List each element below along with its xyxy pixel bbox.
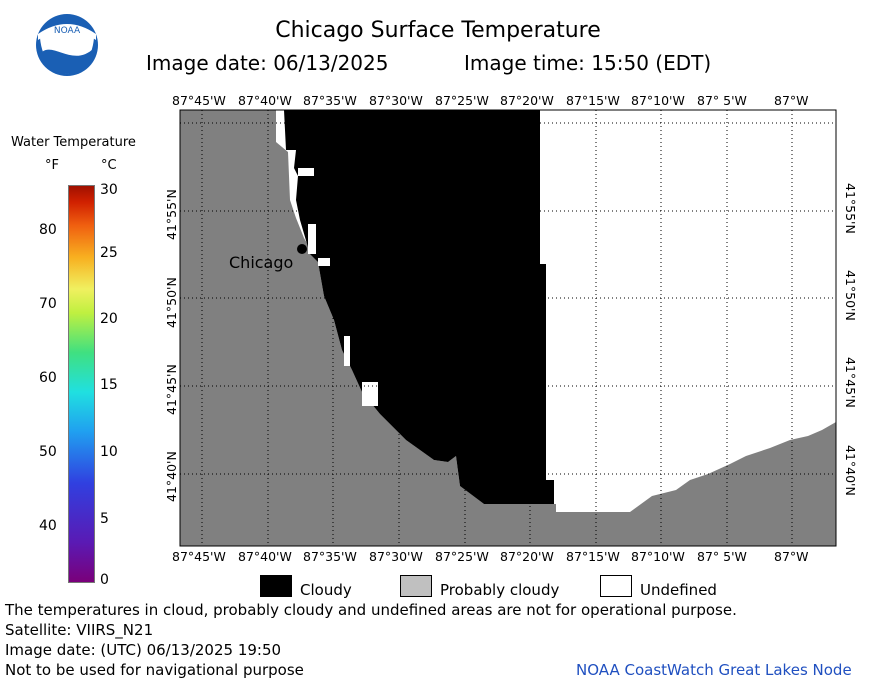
colorbar-tick-c: 20: [100, 311, 118, 327]
legend-label-cloudy: Cloudy: [300, 581, 352, 599]
satellite-text: Satellite: VIIRS_N21: [5, 621, 154, 639]
city-label: Chicago: [229, 253, 294, 272]
colorbar-tick-c: 30: [100, 182, 118, 198]
legend-label-undefined: Undefined: [640, 581, 717, 599]
lon-label-bottom: 87°25'W: [435, 549, 489, 564]
lat-label-left: 41°55'N: [164, 189, 179, 240]
logo-text: NOAA: [54, 26, 81, 36]
lon-label-bottom: 87° 5'W: [697, 549, 747, 564]
lon-label-top: 87°40'W: [238, 93, 292, 108]
undefined-gap: [308, 224, 316, 254]
colorbar-tick-c: 15: [100, 377, 118, 393]
colorbar-title: Water Temperature: [11, 135, 136, 150]
undefined-gap: [362, 382, 378, 406]
cloud-area: [284, 110, 554, 504]
colorbar-tick-c: 10: [100, 444, 118, 460]
lon-label-bottom: 87°45'W: [172, 549, 226, 564]
colorbar-tick-c: 25: [100, 245, 118, 261]
lon-label-top: 87°10'W: [631, 93, 685, 108]
legend-swatch-undefined: [600, 575, 632, 597]
utc-date-text: Image date: (UTC) 06/13/2025 19:50: [5, 641, 282, 659]
lat-label-left: 41°50'N: [164, 277, 179, 328]
disclaimer-text: The temperatures in cloud, probably clou…: [5, 601, 737, 619]
undefined-gap: [318, 258, 330, 266]
lon-label-top: 87°W: [774, 93, 809, 108]
lat-label-right: 41°55'N: [843, 183, 858, 234]
legend-swatch-cloudy: [260, 575, 292, 597]
map-frame: [179, 109, 837, 547]
lon-label-top: 87°35'W: [303, 93, 357, 108]
lon-label-bottom: 87°15'W: [566, 549, 620, 564]
temperature-colorbar: [68, 185, 95, 583]
lon-label-top: 87°15'W: [566, 93, 620, 108]
colorbar-tick-c: 5: [100, 511, 109, 527]
image-date: Image date: 06/13/2025: [146, 51, 389, 75]
colorbar-unit-c: °C: [101, 158, 117, 173]
colorbar-tick-f: 80: [39, 222, 57, 238]
colorbar-tick-f: 40: [39, 518, 57, 534]
land-area: [180, 110, 836, 546]
lat-label-right: 41°45'N: [843, 357, 858, 408]
chicago-marker: [297, 244, 307, 254]
lon-label-bottom: 87°10'W: [631, 549, 685, 564]
lat-label-left: 41°40'N: [164, 451, 179, 502]
lat-label-right: 41°50'N: [843, 270, 858, 321]
undefined-gap: [298, 168, 314, 176]
colorbar-unit-f: °F: [45, 158, 59, 173]
lon-label-top: 87°30'W: [369, 93, 423, 108]
legend-label-probably-cloudy: Probably cloudy: [440, 581, 560, 599]
image-time: Image time: 15:50 (EDT): [464, 51, 712, 75]
lon-label-top: 87° 5'W: [697, 93, 747, 108]
lon-label-bottom: 87°30'W: [369, 549, 423, 564]
colorbar-tick-c: 0: [100, 572, 109, 588]
lon-label-top: 87°25'W: [435, 93, 489, 108]
page-title: Chicago Surface Temperature: [275, 18, 601, 43]
lat-label-right: 41°40'N: [843, 445, 858, 496]
lat-label-left: 41°45'N: [164, 364, 179, 415]
lon-label-bottom: 87°20'W: [500, 549, 554, 564]
lon-label-bottom: 87°W: [774, 549, 809, 564]
lon-label-top: 87°20'W: [500, 93, 554, 108]
credit-text: NOAA CoastWatch Great Lakes Node: [576, 661, 852, 679]
lon-label-top: 87°45'W: [172, 93, 226, 108]
navigation-warning: Not to be used for navigational purpose: [5, 661, 304, 679]
noaa-logo: NOAA: [36, 14, 98, 76]
undefined-gap: [344, 336, 350, 366]
legend-swatch-probably-cloudy: [400, 575, 432, 597]
colorbar-tick-f: 70: [39, 296, 57, 312]
colorbar-tick-f: 60: [39, 370, 57, 386]
colorbar-tick-f: 50: [39, 444, 57, 460]
graticule: [180, 110, 836, 546]
lon-label-bottom: 87°40'W: [238, 549, 292, 564]
lon-label-bottom: 87°35'W: [303, 549, 357, 564]
